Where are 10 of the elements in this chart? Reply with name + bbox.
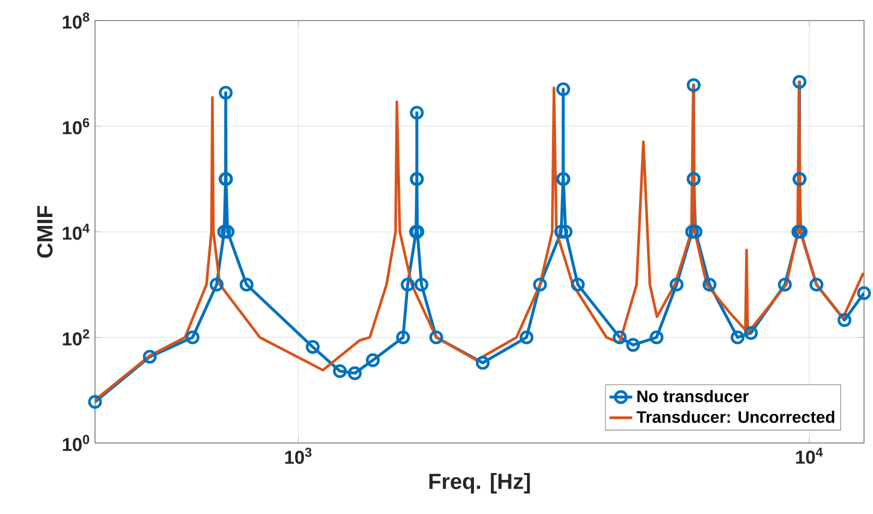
- y-axis-title: CMIF: [37, 206, 53, 258]
- y-tick-label: 10$^{4}$: [62, 224, 90, 240]
- y-tick-label: 10$^{0}$: [62, 434, 90, 452]
- y-tick-label: 10$^{2}$: [62, 329, 90, 346]
- legend-label: No transducer: [637, 390, 749, 402]
- x-tick-label: 10$^{3}$: [285, 448, 312, 464]
- legend-label: Transducer: Uncorrected: [636, 410, 834, 423]
- x-axis-title: Freq. [Hz]: [429, 473, 530, 494]
- y-tick-label: 10$^{8}$: [62, 12, 90, 29]
- y-tick-label: 10$^{6}$: [62, 118, 90, 134]
